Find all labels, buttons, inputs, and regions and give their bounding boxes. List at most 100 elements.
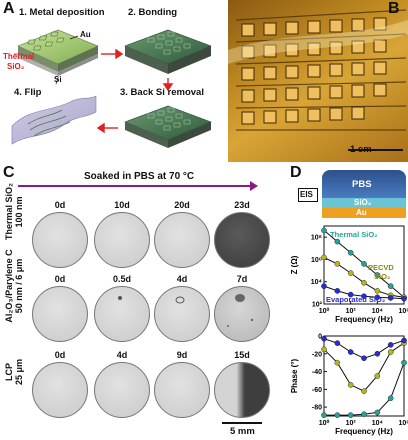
row3-sample-3 — [154, 362, 210, 418]
y-axis-label: Z (Ω) — [290, 255, 299, 274]
data-point-series-3 — [361, 293, 367, 300]
panel-d-label: D — [290, 164, 302, 181]
row3-day-3: 9d — [176, 350, 188, 360]
data-point-series-3 — [334, 340, 341, 346]
data-point-series-1 — [347, 249, 354, 256]
row2-day-4: 7d — [236, 274, 248, 284]
photo-flexible-array — [228, 0, 408, 162]
data-point-series-1 — [374, 272, 381, 278]
step4-film — [11, 95, 97, 145]
eis-label: EIS — [300, 190, 313, 199]
data-point-series-3 — [321, 335, 327, 342]
data-point-series-3 — [321, 283, 327, 289]
panel-b-label: B — [388, 0, 400, 17]
data-point-series-1 — [321, 412, 327, 418]
row3-day-4: 15d — [234, 350, 250, 360]
row1-sample-1 — [32, 212, 88, 268]
data-point-series-3 — [334, 288, 341, 294]
data-point-series-2 — [361, 388, 367, 394]
row3-sample-1 — [32, 362, 88, 418]
data-point-series-1 — [334, 238, 341, 245]
data-point-series-2 — [347, 382, 354, 388]
data-point-series-3 — [374, 294, 381, 301]
eis-box — [298, 188, 318, 202]
row2-sample-3 — [154, 286, 210, 342]
y-tick-label: 10⁸ — [311, 235, 322, 242]
data-point-series-2 — [321, 254, 327, 261]
y-tick-label: -20 — [312, 351, 322, 358]
time-arrow — [18, 181, 258, 191]
data-point-series-1 — [361, 411, 367, 418]
x-tick-label: 10⁴ — [372, 308, 384, 315]
row2-day-2: 0.5d — [112, 274, 131, 284]
x-tick-label: 10⁴ — [372, 420, 384, 427]
x-axis-label: Frequency (Hz) — [335, 315, 393, 324]
x-tick-label: 10⁰ — [319, 307, 330, 315]
data-point-series-1 — [347, 412, 354, 418]
data-point-series-2 — [374, 288, 381, 294]
data-point-series-3 — [387, 342, 394, 348]
panel-c-label: C — [3, 164, 15, 181]
row2-day-1: 0d — [54, 274, 66, 284]
phase-chart: 10⁰ 10² 10⁴ 10⁶ 0 -20 -40 -60 -80 Frequency (Hz) P… — [290, 334, 408, 437]
row1-day-3: 20d — [174, 200, 190, 210]
data-point-series-1 — [401, 359, 407, 366]
x-tick-label: 10⁰ — [319, 419, 330, 427]
data-point-series-2 — [387, 349, 394, 355]
label-sio2: SiO₂ — [7, 62, 25, 71]
data-point-series-2 — [361, 279, 367, 286]
annotation-pecvd: PECVD — [368, 263, 394, 272]
panel-c-scale-bar — [222, 422, 262, 424]
data-point-series-2 — [374, 373, 381, 379]
process-arrows — [96, 48, 174, 134]
data-point-series-1 — [334, 412, 341, 418]
data-point-series-2 — [334, 261, 341, 267]
row2-sample-1 — [32, 286, 88, 342]
y-tick-label: 10⁴ — [311, 279, 323, 286]
panel-c-scale-label: 5 mm — [230, 426, 255, 437]
annotation-thermal: Thermal SiO₂ — [330, 230, 378, 239]
y-tick-label: 0 — [318, 334, 322, 341]
data-point-series-1 — [387, 283, 394, 289]
data-point-series-3 — [361, 355, 367, 362]
fabrication-schematic — [11, 29, 212, 148]
pbs-label: PBS — [352, 179, 372, 190]
step1-chip — [14, 29, 99, 85]
row1-sample-2 — [94, 212, 150, 268]
panel-a-step-1: 1. Metal deposition — [19, 7, 105, 18]
annotation-evaporated: Evaporated SiO₂ — [326, 295, 385, 304]
y-tick-label: -60 — [312, 387, 322, 394]
label-thermal: Thermal — [3, 52, 35, 61]
x-tick-label: 10⁶ — [398, 308, 408, 315]
data-point-series-2 — [347, 270, 354, 276]
row2-sample-2 — [94, 286, 150, 342]
label-si: Si — [54, 75, 62, 84]
row3-sample-2 — [94, 362, 150, 418]
x-tick-label: 10⁶ — [398, 420, 408, 427]
row3-label-line2: 25 μm — [14, 358, 24, 386]
data-point-series-1 — [374, 409, 381, 416]
y-tick-label: 10² — [312, 302, 323, 309]
label-au: Au — [80, 30, 91, 39]
row3-label: LCP 25 μm — [4, 344, 24, 400]
au-layer — [322, 208, 406, 218]
panel-a-step-2: 2. Bonding — [128, 7, 178, 18]
row3-day-2: 4d — [116, 350, 128, 360]
row2-defects — [118, 294, 254, 327]
row1-sample-4 — [214, 212, 270, 268]
data-point-series-1 — [321, 227, 327, 234]
row3-day-1: 0d — [54, 350, 66, 360]
row1-sample-3 — [154, 212, 210, 268]
panel-b-scale-label: 1 cm — [350, 144, 372, 155]
y-tick-label: 10⁶ — [311, 257, 322, 264]
row3-label-line1: LCP — [4, 363, 14, 381]
sio2-layer-label: SiO₂ — [354, 198, 372, 207]
sio2-layer — [322, 198, 406, 208]
eis-schematic: PBS SiO₂ Au EIS — [298, 170, 406, 220]
data-point-series-1 — [361, 261, 367, 267]
data-point-series-3 — [401, 337, 407, 344]
annotation-pecvd-sio2: SiO₂ — [374, 272, 390, 281]
x-axis-label: Frequency (Hz) — [335, 427, 393, 436]
row1-day-4: 23d — [234, 200, 250, 210]
y-tick-label: -40 — [312, 369, 322, 376]
